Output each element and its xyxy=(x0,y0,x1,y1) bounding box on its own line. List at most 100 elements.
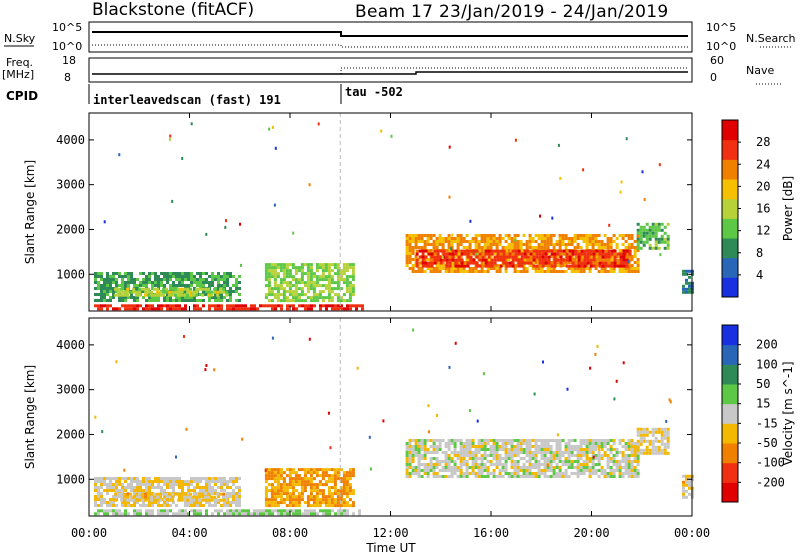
echo-cell xyxy=(225,290,229,294)
echo-point xyxy=(450,247,453,251)
echo-cell xyxy=(567,445,571,448)
freq-label-1: Freq. xyxy=(6,56,33,69)
echo-cell xyxy=(175,307,178,311)
echo-cell xyxy=(141,498,145,502)
echo-cell xyxy=(511,249,515,253)
echo-cell xyxy=(682,492,685,496)
echo-cell xyxy=(499,264,503,268)
nave-tick-high: 60 xyxy=(710,54,724,67)
echo-cell xyxy=(492,267,496,270)
echo-cell xyxy=(163,296,166,299)
x-tick-label: 08:00 xyxy=(272,526,308,540)
echo-cell xyxy=(178,480,181,483)
echo-cell xyxy=(279,489,283,493)
echo-cell xyxy=(124,477,127,480)
echo-cell xyxy=(535,249,539,253)
echo-cell xyxy=(124,296,127,299)
echo-cell xyxy=(291,477,295,481)
echo-cell xyxy=(571,249,575,253)
echo-cell xyxy=(498,472,502,475)
echo-cell xyxy=(235,498,238,501)
echo-cell xyxy=(618,472,622,475)
echo-cell xyxy=(597,270,601,273)
echo-cell xyxy=(480,246,484,249)
echo-cell xyxy=(294,299,298,303)
echo-cell xyxy=(462,442,466,445)
echo-cell xyxy=(513,454,517,457)
freq-tick-low: 8 xyxy=(64,71,71,84)
echo-cell xyxy=(510,445,514,448)
echo-cell xyxy=(202,299,205,302)
echo-cell xyxy=(127,307,130,311)
echo-point xyxy=(225,219,227,223)
echo-cell xyxy=(190,278,193,281)
echo-cell xyxy=(543,442,547,445)
echo-cell xyxy=(685,287,688,291)
echo-cell xyxy=(165,492,169,496)
echo-cell xyxy=(568,258,572,262)
echo-cell xyxy=(432,475,436,478)
echo-cell xyxy=(433,261,437,265)
echo-cell xyxy=(493,261,497,265)
echo-cell xyxy=(348,281,352,285)
echo-cell xyxy=(106,281,109,284)
echo-cell xyxy=(178,281,181,284)
echo-cell xyxy=(169,495,172,498)
echo-cell xyxy=(513,234,517,237)
echo-cell xyxy=(135,290,139,294)
echo-cell xyxy=(651,442,655,446)
echo-cell xyxy=(432,451,436,454)
echo-cell xyxy=(594,234,598,237)
echo-cell xyxy=(142,278,145,281)
echo-cell xyxy=(156,492,160,496)
echo-cell xyxy=(624,445,628,448)
echo-cell xyxy=(628,264,632,268)
echo-cell xyxy=(541,252,545,256)
echo-cell xyxy=(540,267,544,270)
echo-cell xyxy=(115,278,118,281)
echo-cell xyxy=(445,249,449,253)
echo-cell xyxy=(327,290,331,294)
echo-cell xyxy=(627,270,631,273)
echo-cell xyxy=(612,454,616,457)
echo-cell xyxy=(291,501,295,505)
echo-cell xyxy=(232,275,235,278)
echo-cell xyxy=(421,264,425,268)
echo-cell xyxy=(456,261,460,264)
echo-cell xyxy=(355,307,358,311)
echo-cell xyxy=(580,252,584,256)
echo-cell xyxy=(148,278,151,281)
echo-cell xyxy=(417,448,421,451)
echo-cell xyxy=(276,263,280,267)
echo-cell xyxy=(483,240,487,243)
echo-cell xyxy=(202,477,205,480)
echo-cell xyxy=(559,252,563,256)
echo-cell xyxy=(555,264,559,267)
echo-cell xyxy=(310,512,313,516)
echo-cell xyxy=(148,512,151,516)
echo-cell xyxy=(660,436,664,440)
echo-cell xyxy=(627,445,631,448)
echo-cell xyxy=(454,261,458,265)
echo-cell xyxy=(187,299,190,302)
echo-cell xyxy=(474,457,478,460)
echo-cell xyxy=(330,498,334,502)
echo-cell xyxy=(616,258,620,262)
echo-cell xyxy=(483,457,487,460)
echo-cell xyxy=(300,489,304,493)
echo-cell xyxy=(106,278,109,281)
echo-cell xyxy=(456,237,460,240)
echo-cell xyxy=(324,468,328,472)
echo-cell xyxy=(570,463,574,466)
echo-cell xyxy=(516,439,520,442)
echo-cell xyxy=(568,249,572,253)
echo-cell xyxy=(429,460,433,463)
echo-cell xyxy=(618,451,622,454)
echo-cell xyxy=(471,460,475,463)
echo-cell xyxy=(336,495,340,499)
echo-cell xyxy=(444,457,448,460)
echo-cell xyxy=(591,439,595,442)
echo-cell xyxy=(436,249,440,253)
echo-cell xyxy=(441,460,445,463)
echo-cell xyxy=(459,234,463,237)
